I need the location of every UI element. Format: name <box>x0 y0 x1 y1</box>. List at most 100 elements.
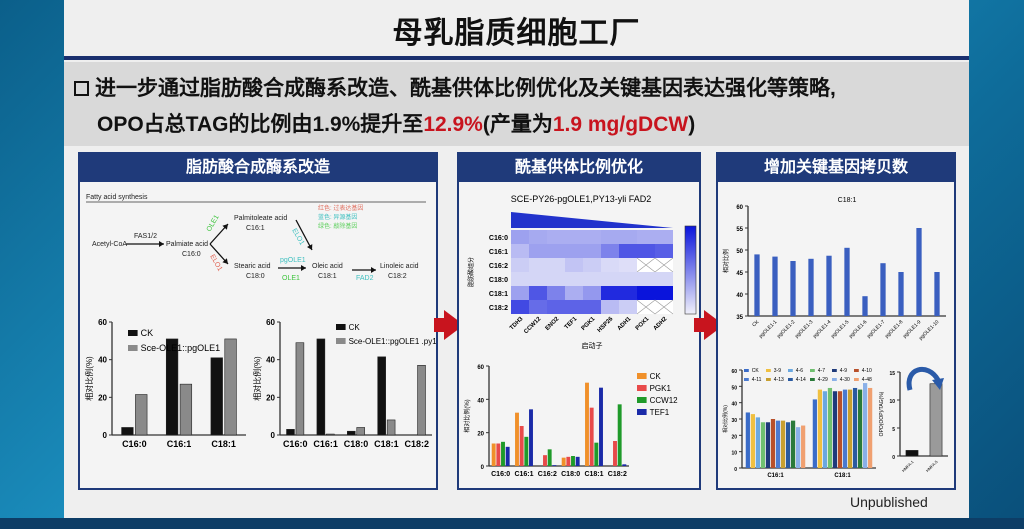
y-axis-label: 相对比例(%) <box>252 356 262 401</box>
screen-bottom-bar <box>0 518 1024 529</box>
y-tick-label: 40 <box>477 398 484 404</box>
bar <box>790 420 796 468</box>
curved-arrow-head-icon <box>932 378 944 390</box>
cross-mark-icon <box>636 299 656 315</box>
heatmap-cell <box>655 244 673 258</box>
heatmap-cell <box>511 272 529 286</box>
legend-swatch <box>766 378 771 381</box>
bar <box>842 389 848 468</box>
heatmap-cell <box>547 300 565 314</box>
legend-label: 4-14 <box>796 377 806 383</box>
x-tick-label: C18:1 <box>584 471 603 478</box>
heatmap-x-label: 启动子 <box>582 341 603 350</box>
legend-swatch <box>788 369 793 372</box>
heatmap-cell <box>529 258 547 272</box>
slide: 母乳脂质细胞工厂 进一步通过脂肪酸合成酶系改造、酰基供体比例优化及关键基因表达强… <box>64 0 969 518</box>
heatmap-cell <box>619 230 637 244</box>
panel-gene-copy: 增加关键基因拷贝数 C18:1 35 40 45 50 55 60 相对比例 CK pgOLE1-… <box>716 152 956 490</box>
heatmap-row-label: C16:0 <box>489 235 508 242</box>
y-tick-label: 20 <box>266 393 275 402</box>
x-tick-label: C16:2 <box>538 471 557 478</box>
legend-swatch <box>810 369 815 372</box>
bar <box>801 425 806 468</box>
bar <box>617 404 622 466</box>
x-tick-label: C18:1 <box>834 473 851 479</box>
legend-swatch <box>810 378 815 381</box>
bar <box>561 457 566 466</box>
pathway-legend-item: 红色: 过表达基因 <box>318 204 363 212</box>
arrowhead-icon <box>301 265 306 271</box>
heatmap-cell <box>601 300 619 314</box>
pathway-legend-item: 绿色: 敲除基因 <box>318 222 357 230</box>
bar <box>812 399 817 468</box>
legend-label: 4-48 <box>862 377 872 383</box>
heatmap-row-label: C16:1 <box>489 249 508 256</box>
bar <box>356 427 365 436</box>
legend-swatch <box>766 369 771 372</box>
checkbox-bullet-icon <box>74 81 89 96</box>
legend-label: 4-6 <box>796 368 803 374</box>
x-tick-label: pgOLE1-2 <box>776 319 797 340</box>
bar <box>505 446 510 466</box>
panel-fatty-acid-synthase: 脂肪酸合成酶系改造 Fatty acid synthesis Acetyl-CoA… <box>78 152 438 490</box>
legend-swatch <box>788 378 793 381</box>
heatmap-col-label: TEF1 <box>564 316 579 331</box>
panel-acyl-donor: 酰基供体比例优化 SCE-PY26-pgOLE1,PY13-yli FAD2 C1… <box>457 152 701 490</box>
bar <box>754 254 760 316</box>
heatmap-cell <box>583 230 601 244</box>
enzyme-pgole1: pgOLE1 <box>280 257 306 264</box>
bar <box>868 387 873 468</box>
y-tick-label: 10 <box>889 399 895 405</box>
heatmap-cell <box>655 272 673 286</box>
heatmap-cell <box>565 244 583 258</box>
arrow-line <box>295 219 313 251</box>
bar <box>822 391 828 468</box>
legend-swatch <box>832 369 837 372</box>
y-tick-label: 45 <box>736 271 743 277</box>
legend-swatch <box>744 378 749 381</box>
x-tick-label: pgOLE1-7 <box>866 319 887 340</box>
bar <box>589 407 594 466</box>
node-c161: C16:1 <box>246 225 265 232</box>
legend-swatch <box>637 373 647 379</box>
heatmap-cell <box>583 244 601 258</box>
bar <box>566 456 571 466</box>
y-tick-label: 15 <box>889 371 895 377</box>
title-divider <box>64 56 969 60</box>
bullet-text-2b: (产量为 <box>482 113 553 136</box>
heatmap-cell <box>637 244 655 258</box>
legend-swatch <box>744 369 749 372</box>
legend-label: CK <box>349 323 361 332</box>
legend-swatch <box>854 378 859 381</box>
bar <box>347 430 356 436</box>
bar-chart-promoters: 0 20 40 60 相对比例(%) C16:0 C16:1 C16:2 C18:0 C18:1 C… <box>463 365 678 478</box>
y-axis-label: 相对比例 <box>722 249 730 273</box>
y-tick-label: 40 <box>731 402 737 408</box>
x-tick-label: pgOLE1-4 <box>812 319 833 340</box>
y-tick-label: 35 <box>736 315 743 321</box>
y-tick-label: 5 <box>892 427 895 433</box>
bar <box>121 427 134 436</box>
y-tick-label: 40 <box>98 356 107 365</box>
pathway-diagram: Fatty acid synthesis Acetyl-CoA FAS1/2 Palm… <box>86 194 426 282</box>
bar <box>594 442 599 466</box>
y-tick-label: 40 <box>266 356 275 365</box>
heatmap-cell <box>637 230 655 244</box>
bar <box>847 389 853 468</box>
y-tick-label: 60 <box>477 365 484 371</box>
cross-mark-icon <box>636 257 656 273</box>
arrowhead-icon <box>222 258 228 264</box>
legend-label: 4-29 <box>818 377 828 383</box>
panel-title: 增加关键基因拷贝数 <box>718 154 954 182</box>
x-tick-label: pgOLE1-8 <box>884 319 905 340</box>
legend-swatch <box>128 345 138 351</box>
legend-swatch <box>637 385 647 391</box>
heatmap-cell <box>511 300 529 314</box>
legend-label: 4-30 <box>840 377 850 383</box>
legend-swatch <box>854 369 859 372</box>
bar-chart-opo-tag: 0 5 10 15 OPO(OOP)/TAG(%) HMFA-1 HMFA-5 <box>879 367 948 473</box>
heatmap-cell <box>529 300 547 314</box>
heatmap-col-label: ADH2 <box>653 316 669 332</box>
bar <box>765 422 771 468</box>
summary-band: 进一步通过脂肪酸合成酶系改造、酰基供体比例优化及关键基因表达强化等策略, OPO… <box>64 62 969 146</box>
